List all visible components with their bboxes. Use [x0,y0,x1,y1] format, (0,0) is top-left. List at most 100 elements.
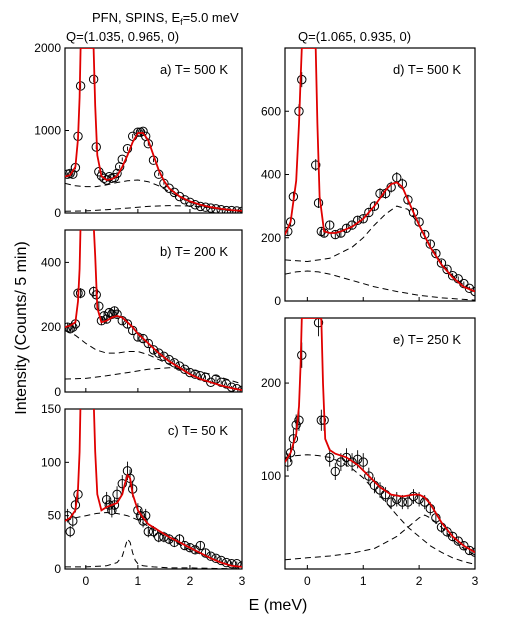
data-point [88,286,99,297]
data-point [325,220,335,230]
fit-curve [65,230,242,391]
data-point [408,207,419,218]
data-point [408,491,419,502]
data-point [154,532,164,542]
data-point [431,248,441,259]
data-point [403,195,413,205]
y-tick-label: 0 [274,294,281,308]
header-prefix: PFN, SPINS, E [92,10,180,25]
y-axis-label: Intensity (Counts/ 5 min) [13,241,30,414]
data-point [200,372,211,383]
data-point [65,526,75,537]
data-point [104,172,114,182]
y-tick-label: 1000 [34,124,61,138]
data-point [386,182,396,192]
data-point [154,348,164,358]
data-point [297,74,307,85]
data-point [195,540,206,551]
fit-curve [65,409,242,568]
header-subscript: f [180,17,183,27]
data-point [470,286,475,297]
fit-curve [65,48,242,212]
axes-frame [284,47,476,302]
data-point [341,452,352,463]
data-point [68,516,78,526]
y-tick-label: 200 [261,376,281,390]
component-curve [65,329,242,391]
data-point [180,540,190,551]
data-point [133,505,143,516]
header-line-1: PFN, SPINS, Ef=5.0 meV [92,10,239,27]
data-point [185,542,195,553]
y-tick-label: 50 [48,509,62,523]
x-axis-label: E (meV) [249,597,308,614]
data-point [143,526,153,537]
fit-curve [285,318,475,554]
data-point [135,510,146,521]
data-point [325,452,335,463]
data-point [180,195,190,205]
data-point [447,271,458,281]
data-point [442,264,452,275]
data-point [442,527,452,537]
data-point [330,466,340,477]
data-point [148,345,159,355]
data-point [99,173,109,184]
data-point [436,258,447,268]
data-point [138,126,148,137]
component-curve [285,270,475,301]
data-point [347,220,357,230]
x-tick-label: 2 [416,574,423,588]
data-point [330,229,340,240]
data-point [386,497,396,507]
data-point [122,143,133,154]
y-tick-label: 200 [41,320,61,334]
axes-frame [284,317,476,570]
data-point [75,288,86,298]
data-point [369,201,380,211]
data-point [470,547,475,557]
data-point [109,306,120,316]
data-point [112,168,122,179]
y-tick-label: 600 [261,104,281,118]
panel-title: a) T= 500 K [160,62,228,77]
data-point [101,494,112,505]
y-tick-label: 0 [54,385,61,399]
component-curve [285,454,475,565]
component-curve [285,514,475,561]
data-point [237,385,242,392]
data-point [316,415,327,425]
component-curve [285,205,475,292]
x-tick-label: 3 [239,574,246,588]
data-point [206,377,216,387]
data-point [221,379,232,389]
y-tick-label: 400 [41,255,61,269]
data-point [164,354,174,365]
panel-title: e) T= 250 K [393,332,461,347]
data-point [397,497,408,507]
component-curve [65,367,242,385]
data-point [453,536,463,546]
q-label-right: Q=(1.065, 0.935, 0) [298,29,411,44]
panel-title: d) T= 500 K [393,62,461,77]
component-curve [65,511,242,568]
y-tick-label: 2000 [34,41,61,55]
data-point [311,160,321,170]
data-point [143,338,153,349]
data-point [352,454,363,465]
panel-b: 0 200 400 b) T= 200 K [41,229,243,399]
component-curve [65,179,242,213]
data-point [347,457,357,467]
axes-frame [64,408,243,570]
data-point [174,191,185,202]
x-tick-label: 3 [472,574,479,588]
data-point [464,545,475,556]
data-point [358,457,368,467]
y-tick-label: 0 [54,562,61,576]
header-suffix: =5.0 meV [183,10,239,25]
y-tick-label: 200 [261,231,281,245]
data-point [195,371,206,381]
component-curve [65,538,242,569]
panel-a: 0 1000 2000 a) T= 500 K [34,41,243,220]
